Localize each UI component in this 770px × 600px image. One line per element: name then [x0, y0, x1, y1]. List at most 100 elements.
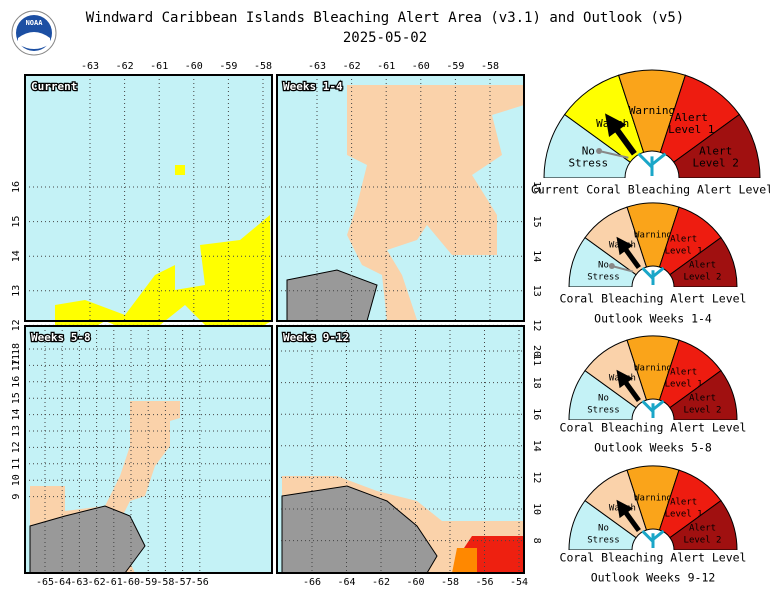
level-label: No: [598, 523, 609, 533]
alert-area: [175, 165, 185, 175]
gauge-caption: Coral Bleaching Alert Level: [560, 421, 747, 435]
tick-label: -62: [88, 577, 106, 588]
tick-label: 17: [11, 359, 22, 371]
tick-label: 10: [11, 474, 22, 486]
coral-icon: [641, 266, 665, 285]
level-label: Alert: [689, 393, 716, 403]
tick-label: 20: [531, 345, 542, 357]
panel-border: [24, 325, 273, 574]
level-label: Level 2: [684, 405, 722, 415]
tick-label: -61: [150, 61, 168, 72]
noaa-logo: NOAA: [11, 10, 57, 56]
coral-icon: [637, 152, 667, 176]
title: Windward Caribbean Islands Bleaching Ale…: [86, 10, 684, 26]
level-label: Level 2: [684, 535, 722, 545]
gauge-caption: Coral Bleaching Alert Level: [560, 551, 747, 565]
level-label: Stress: [587, 535, 620, 545]
panel-label: Weeks 1-4: [283, 80, 343, 93]
level-label: Stress: [587, 405, 620, 415]
tick-label: 13: [11, 285, 22, 297]
level-label: No: [598, 260, 609, 270]
coral-icon: [641, 529, 665, 548]
tick-label: 13: [11, 425, 22, 437]
tick-label: 15: [531, 216, 542, 228]
gauge-needle-end: [596, 148, 603, 155]
tick-label: 16: [11, 376, 22, 388]
panel-label: Current: [31, 80, 77, 93]
level-label: Alert: [689, 260, 716, 270]
tick-label: -63: [308, 61, 326, 72]
panel-border: [24, 74, 273, 322]
map-panel: -63 -62 -61 -60 -59 -58 16 15 14 13 12 11 Weeks 1-4: [276, 61, 542, 366]
tick-label: -63: [81, 61, 99, 72]
alert-area: [452, 548, 477, 573]
gauge-needle: [598, 150, 629, 159]
tick-label: -60: [185, 61, 203, 72]
level-label: Warning: [634, 363, 672, 373]
gauge-caption: Outlook Weeks 1-4: [594, 312, 712, 326]
svg-text:NOAA: NOAA: [26, 19, 44, 27]
coral-icon: [641, 399, 665, 418]
tick-label: 14: [11, 250, 22, 262]
tick-label: 11: [11, 354, 22, 366]
gauge-caption: Outlook Weeks 9-12: [591, 571, 716, 585]
tick-label: -56: [191, 577, 209, 588]
level-label: Alert: [699, 144, 732, 157]
level-label: Alert: [670, 234, 697, 244]
tick-label: -66: [303, 577, 321, 588]
tick-label: -58: [254, 61, 272, 72]
gauge-needle: [611, 265, 634, 273]
gauge-needle-end: [608, 263, 615, 270]
gauge-arrow-head: [616, 499, 633, 519]
level-label: Level 2: [693, 156, 739, 169]
tick-label: -60: [406, 577, 424, 588]
tick-label: -58: [441, 577, 459, 588]
tick-label: -64: [53, 577, 71, 588]
tick-label: -54: [510, 577, 528, 588]
level-label: Level 1: [665, 246, 703, 256]
tick-label: 12: [11, 319, 22, 331]
tick-label: 12: [531, 471, 542, 483]
tick-label: -58: [156, 577, 174, 588]
gauge-sector: [669, 369, 738, 421]
gauge-base: [568, 420, 738, 422]
tick-label: -62: [116, 61, 134, 72]
gauge-sector: [669, 499, 738, 551]
gauge-caption: Outlook Weeks 5-8: [594, 441, 712, 455]
level-label: Alert: [670, 497, 697, 507]
alert-area: [347, 85, 524, 321]
level-label: Alert: [689, 523, 716, 533]
level-label: Warning: [634, 230, 672, 240]
gauge-arrow-head: [616, 369, 633, 389]
tick-label: -64: [337, 577, 355, 588]
tick-label: 14: [11, 409, 22, 421]
level-label: Stress: [568, 156, 608, 169]
gauge-base: [568, 550, 738, 552]
tick-label: 16: [531, 181, 542, 193]
tick-label: -65: [36, 577, 54, 588]
tick-label: -62: [372, 577, 390, 588]
gauge-caption: Current Coral Bleaching Alert Level: [531, 183, 770, 197]
panel-border: [276, 74, 525, 322]
level-label: Level 1: [668, 123, 714, 136]
tick-label: 15: [11, 392, 22, 404]
level-label: Level 1: [665, 509, 703, 519]
tick-label: 16: [11, 181, 22, 193]
level-label: Level 1: [665, 379, 703, 389]
tick-label: 16: [531, 408, 542, 420]
tick-label: 9: [11, 494, 22, 500]
tick-label: -60: [122, 577, 140, 588]
tick-label: -57: [174, 577, 192, 588]
gauge-caption: Coral Bleaching Alert Level: [560, 292, 747, 306]
date: 2025-05-02: [343, 30, 427, 46]
level-label: Warning: [629, 104, 675, 117]
tick-label: 10: [531, 503, 542, 515]
tick-label: 18: [11, 343, 22, 355]
tick-label: -56: [475, 577, 493, 588]
tick-label: -58: [481, 61, 499, 72]
level-label: Alert: [670, 367, 697, 377]
level-label: Stress: [587, 272, 620, 282]
panel-label: Weeks 9-12: [283, 331, 349, 344]
panel-border: [276, 325, 525, 574]
